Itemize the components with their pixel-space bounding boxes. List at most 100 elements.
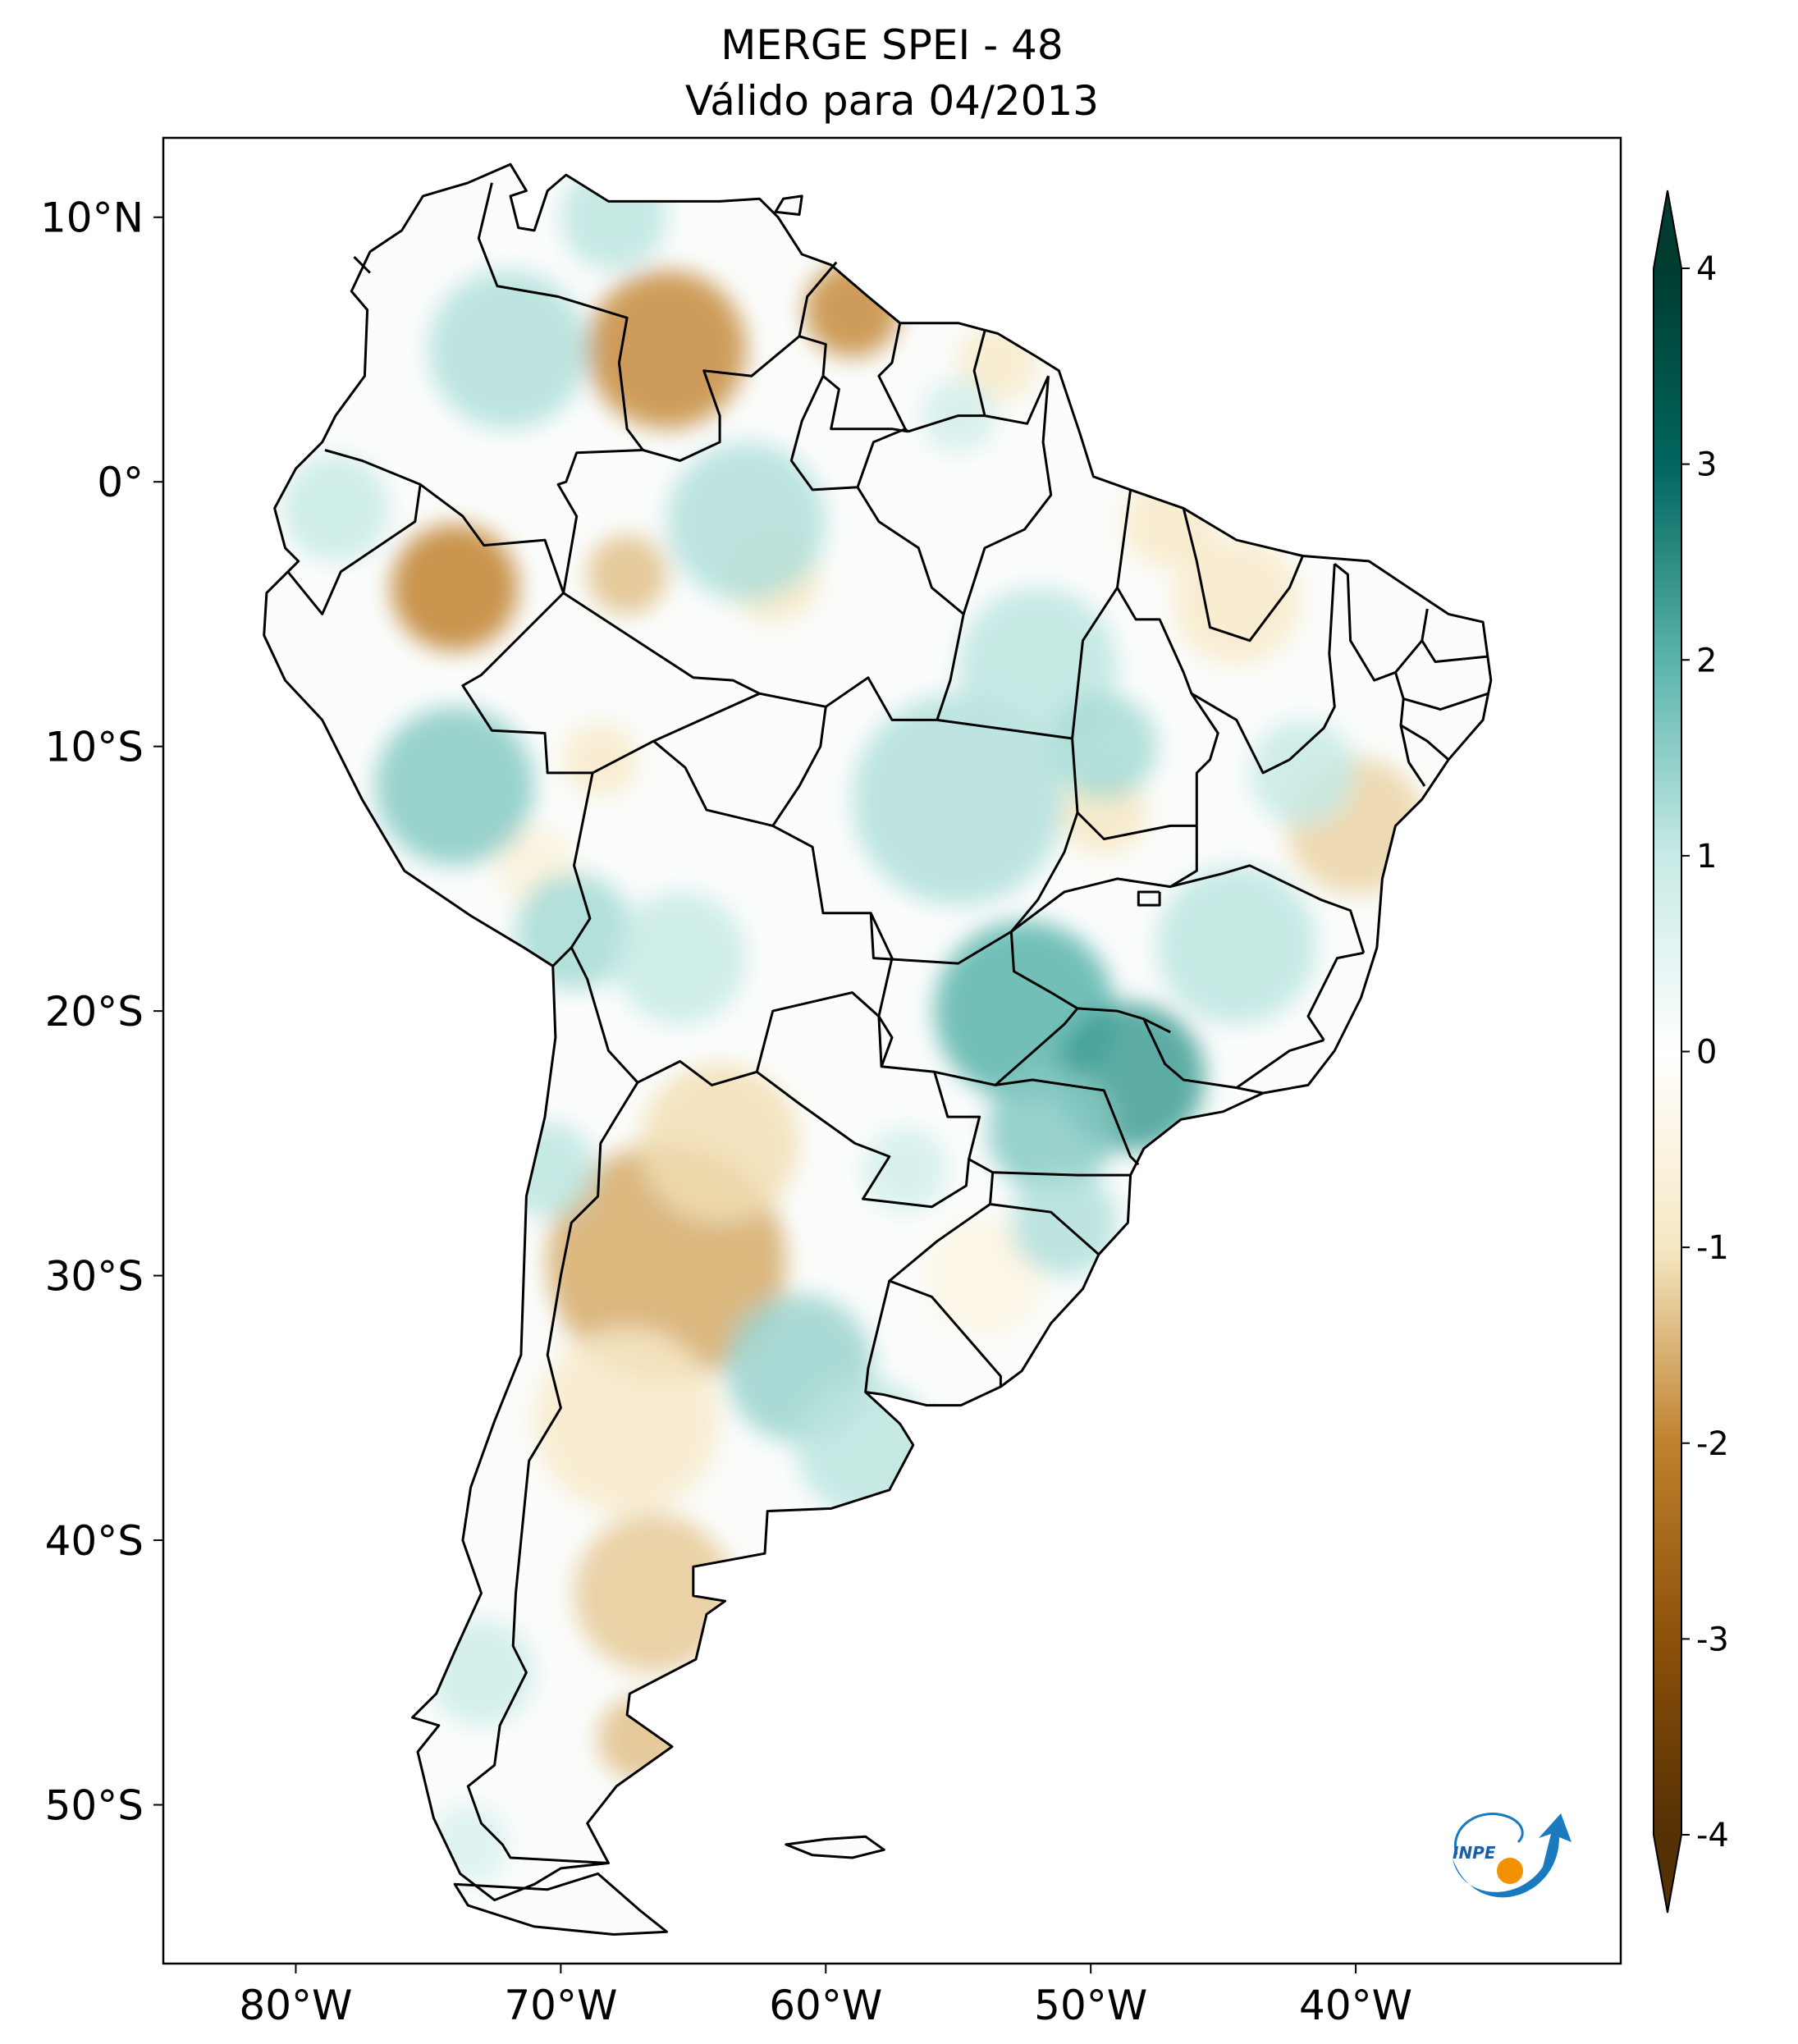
latitude-axis: 10°N 0° 10°S 20°S 30°S 40°S 50°S	[40, 194, 163, 1830]
title-line-2: Válido para 04/2013	[685, 77, 1099, 125]
border-line	[1235, 1039, 1324, 1089]
anomaly-patch	[375, 706, 535, 866]
anomaly-patch	[1249, 720, 1357, 826]
border-line	[556, 449, 643, 593]
x-tick-label: 50°W	[1034, 1982, 1147, 2029]
anomaly-patch	[534, 1328, 721, 1514]
logo-swoosh	[1453, 1813, 1572, 1898]
border-line	[1071, 489, 1132, 739]
coastline	[263, 162, 1493, 1902]
border-line	[936, 718, 1073, 740]
colorbar-tick-label: 0	[1696, 1034, 1717, 1072]
border-line	[562, 592, 761, 695]
anomaly-patch	[1173, 537, 1301, 665]
colorbar-gradient	[1654, 268, 1681, 1835]
border-line	[771, 706, 827, 827]
colorbar: 4 3 2 1 0 -1 -2 -3 -4	[1653, 190, 1729, 1914]
border-line	[995, 1078, 1140, 1166]
anomaly-patch	[614, 892, 747, 1025]
colorbar-ticks: 4 3 2 1 0 -1 -2 -3 -4	[1681, 250, 1729, 1854]
map-frame	[162, 136, 1622, 1965]
y-tick-label: 10°N	[40, 194, 144, 242]
border-line	[864, 1280, 891, 1392]
logo-text: INPE	[1453, 1843, 1496, 1863]
border-line	[1182, 508, 1304, 642]
border-line	[877, 1015, 894, 1068]
anomaly-patch	[987, 1066, 1115, 1194]
logo-inner-arc	[1454, 1813, 1524, 1855]
y-tick-label: 50°S	[45, 1782, 144, 1830]
border-line	[461, 592, 593, 775]
border-line	[877, 322, 909, 432]
anomaly-patch	[852, 693, 1064, 906]
border-line	[1191, 564, 1336, 775]
border-line	[652, 676, 937, 743]
anomaly-patch	[391, 524, 519, 652]
border-line	[1010, 825, 1198, 933]
x-tick-label: 80°W	[239, 1982, 352, 2029]
title-line-1: MERGE SPEI - 48	[721, 21, 1063, 69]
inpe-logo: INPE	[1453, 1813, 1572, 1898]
island-outline	[453, 1872, 668, 1936]
colorbar-tick-label: 4	[1696, 250, 1717, 288]
border-line	[1009, 738, 1171, 1034]
y-tick-label: 30°S	[45, 1253, 144, 1301]
border-line	[1142, 1018, 1264, 1095]
anomaly-patch	[666, 441, 826, 601]
border-line	[907, 414, 985, 433]
anomaly-patch	[862, 1127, 948, 1213]
y-tick-label: 0°	[97, 459, 144, 506]
colorbar-tick-label: -4	[1696, 1817, 1729, 1854]
colorbar-min-extension	[1654, 1835, 1681, 1913]
anomaly-patch	[1050, 693, 1157, 800]
border-line	[962, 376, 1053, 615]
border-line	[888, 1158, 1002, 1387]
island-outline	[785, 1835, 885, 1859]
colorbar-tick-label: -2	[1696, 1425, 1729, 1463]
border-line	[466, 1081, 639, 1864]
anomaly-patch	[1156, 865, 1316, 1025]
border-line	[1169, 864, 1366, 953]
border-line	[869, 912, 1013, 965]
anomaly-patch	[587, 534, 667, 615]
border-line	[419, 483, 565, 594]
border-line	[1421, 639, 1489, 663]
colorbar-tick-label: 1	[1696, 838, 1717, 876]
logo-dot	[1497, 1858, 1523, 1884]
border-line	[1399, 698, 1450, 761]
border-line	[643, 335, 800, 462]
anomaly-patch	[428, 270, 588, 429]
anomaly-patch	[640, 1063, 799, 1223]
border-line	[1306, 951, 1365, 1041]
y-tick-label: 10°S	[45, 724, 144, 771]
border-line	[934, 1007, 1079, 1086]
border-line	[1076, 812, 1197, 840]
anomaly-patch	[282, 455, 389, 561]
colorbar-tick-label: -3	[1696, 1621, 1729, 1658]
border-line	[1394, 671, 1489, 711]
x-tick-label: 40°W	[1299, 1982, 1412, 2029]
anomaly-patch	[574, 1513, 734, 1673]
border-line	[592, 739, 894, 1086]
x-tick-label: 70°W	[504, 1982, 617, 2029]
border-line	[477, 182, 644, 451]
border-line	[1137, 890, 1161, 907]
anomaly-patch	[563, 722, 638, 797]
longitude-axis: 80°W 70°W 60°W 50°W 40°W	[239, 1964, 1412, 2029]
map-area	[162, 136, 1622, 1965]
colorbar-tick-label: 3	[1696, 446, 1717, 484]
anomaly-patch	[926, 1217, 1043, 1334]
x-tick-label: 60°W	[769, 1982, 882, 2029]
border-line	[1399, 725, 1426, 787]
y-tick-label: 40°S	[45, 1517, 144, 1565]
anomaly-field	[282, 164, 1425, 1885]
chart-title: MERGE SPEI - 48 Válido para 04/2013	[685, 21, 1099, 125]
border-line	[992, 1171, 1131, 1177]
border-line	[990, 1203, 1100, 1255]
border-line	[551, 946, 573, 967]
border-line	[286, 449, 422, 615]
border-line	[353, 256, 371, 274]
colorbar-max-extension	[1654, 190, 1681, 268]
colorbar-tick-label: 2	[1696, 642, 1717, 679]
